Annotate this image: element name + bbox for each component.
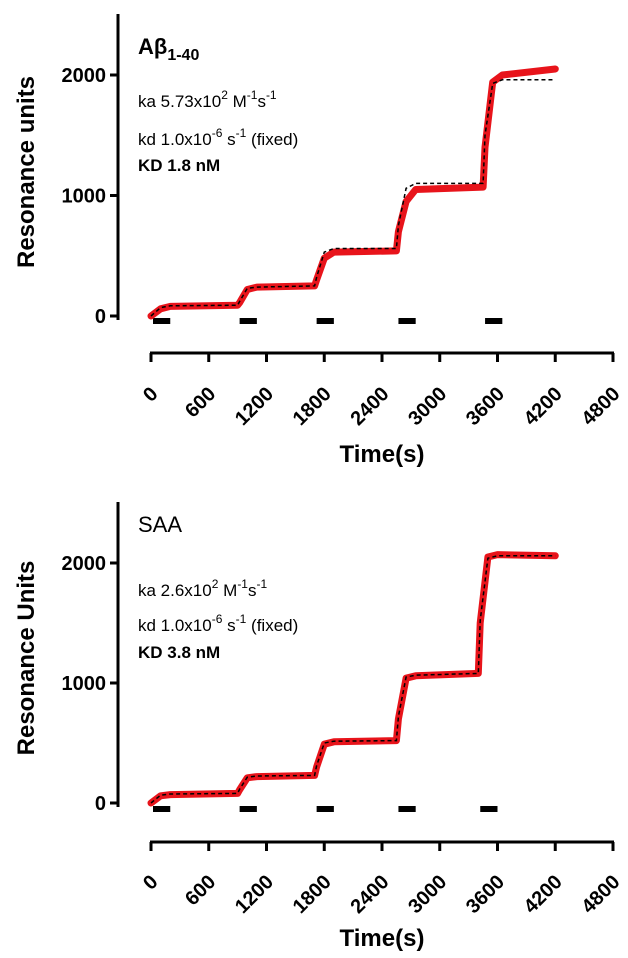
x-tick-label: 1200 — [231, 383, 278, 430]
x-tick-label: 4200 — [520, 383, 567, 430]
series-line-data — [147, 551, 559, 807]
injection-bar — [316, 318, 334, 324]
series-line-fit — [150, 79, 556, 317]
annotation-ka: ka 2.6x102 M-1s-1 — [138, 577, 267, 600]
x-tick-label: 0 — [139, 871, 162, 894]
x-tick-label: 4800 — [578, 871, 625, 918]
y-axis-title: Resonance units — [13, 76, 40, 268]
injection-bar — [398, 318, 416, 324]
x-tick-label: 3000 — [404, 383, 451, 430]
y-tick-label: 0 — [95, 306, 106, 328]
y-tick-label: 2000 — [62, 553, 107, 575]
x-tick-label: 0 — [139, 383, 162, 406]
x-axis-title: Time(s) — [340, 925, 425, 952]
injection-bar — [316, 806, 334, 812]
x-tick-label: 4200 — [520, 871, 567, 918]
x-tick-label: 2400 — [347, 871, 394, 918]
y-tick-label: 2000 — [62, 65, 107, 87]
injection-bar — [153, 806, 171, 812]
injection-bar — [485, 318, 503, 324]
x-tick-label: 3000 — [404, 871, 451, 918]
injection-bar — [153, 318, 171, 324]
injection-bar — [239, 318, 257, 324]
x-tick-label: 3600 — [462, 383, 509, 430]
x-axis-title: Time(s) — [340, 441, 425, 468]
series-line-data — [147, 65, 559, 320]
chart-panel-1: 0 1000 2000 Resonance units 0 600 1200 1800 2400… — [13, 14, 625, 468]
y-tick-label: 1000 — [62, 673, 107, 695]
annotation-KD: KD 1.8 nM — [138, 156, 220, 175]
annotation-kd: kd 1.0x10-6 s-1 (fixed) — [138, 612, 298, 635]
x-tick-label: 600 — [181, 871, 220, 910]
y-tick-label: 0 — [95, 793, 106, 815]
x-tick-label: 1800 — [289, 871, 336, 918]
panel-label: Aβ1-40 — [138, 34, 199, 64]
injection-bar — [239, 806, 257, 812]
annotation-ka: ka 5.73x102 M-1s-1 — [138, 88, 277, 111]
x-tick-label: 2400 — [347, 383, 394, 430]
y-tick-label: 1000 — [62, 186, 107, 208]
chart-panel-2: 0 1000 2000 Resonance Units 0 600 1200 1800 2400… — [13, 502, 625, 952]
series-line-fit — [150, 555, 556, 804]
annotation-kd: kd 1.0x10-6 s-1 (fixed) — [138, 126, 298, 149]
panel-label: SAA — [138, 512, 182, 537]
injection-bar — [480, 806, 498, 812]
x-tick-label: 4800 — [578, 383, 625, 430]
annotation-KD: KD 3.8 nM — [138, 643, 220, 662]
x-tick-label: 1800 — [289, 383, 336, 430]
y-axis-title: Resonance Units — [13, 561, 40, 756]
x-tick-label: 600 — [181, 383, 220, 422]
injection-bar — [398, 806, 416, 812]
x-tick-label: 1200 — [231, 871, 278, 918]
x-tick-label: 3600 — [462, 871, 509, 918]
